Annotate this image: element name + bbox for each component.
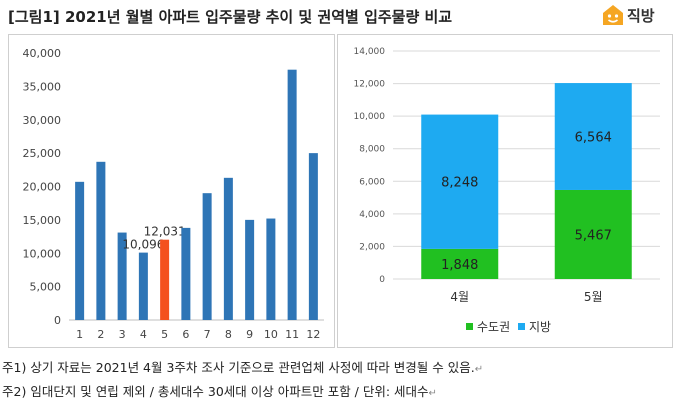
x-tick-label: 10 <box>264 328 278 341</box>
footnote-text: 임대단지 및 연립 제외 / 총세대수 30세대 이상 아파트만 포함 / 단위… <box>30 384 429 399</box>
footnote-2: 주2) 임대단지 및 연립 제외 / 총세대수 30세대 이상 아파트만 포함 … <box>2 381 483 405</box>
bar-month-4 <box>138 252 148 320</box>
bar-month-2 <box>96 161 106 320</box>
x-tick-label: 5 <box>161 328 168 341</box>
x-tick-label: 7 <box>204 328 211 341</box>
y-tick-label: 0 <box>54 314 61 327</box>
y-tick-label: 0 <box>379 275 385 285</box>
x-tick-label: 9 <box>246 328 253 341</box>
data-label: 6,564 <box>575 131 612 146</box>
legend: 수도권 지방 <box>466 320 551 334</box>
legend-label: 수도권 <box>477 320 510 334</box>
legend-swatch <box>466 323 473 330</box>
x-tick-label: 3 <box>119 328 126 341</box>
monthly-bar-chart: 0 5,000 10,000 15,000 20,000 25,000 30,000 35,0… <box>23 47 324 341</box>
y-tick-label: 6,000 <box>359 177 385 187</box>
data-label: 12,031 <box>144 225 186 239</box>
bar-segment-지방 <box>554 83 632 190</box>
house-smile-icon <box>603 5 623 25</box>
data-label: 8,248 <box>441 176 478 191</box>
legend-swatch <box>518 323 525 330</box>
data-label: 1,848 <box>441 258 478 273</box>
x-tick-label: 11 <box>285 328 299 341</box>
x-tick-label: 6 <box>182 328 189 341</box>
x-tick-label: 1 <box>76 328 83 341</box>
brand-name: 직방 <box>627 6 655 25</box>
paragraph-mark: ↵ <box>428 388 437 399</box>
y-tick-label: 30,000 <box>23 114 62 127</box>
bar-month-5 <box>160 239 170 320</box>
bar-month-3 <box>117 232 127 320</box>
legend-label: 지방 <box>529 320 551 334</box>
bar-month-11 <box>287 69 297 320</box>
y-tick-label: 4,000 <box>359 210 385 220</box>
bar-month-1 <box>75 181 85 320</box>
footnote-text: 상기 자료는 2021년 4월 3주차 조사 기준으로 관련업체 사정에 따라 … <box>30 360 475 375</box>
bar-segment-수도권 <box>421 248 499 279</box>
footnote-prefix: 주1) <box>2 360 31 375</box>
x-tick-label: 5월 <box>584 290 603 304</box>
bar-segment-지방 <box>421 114 499 249</box>
x-tick-label: 4 <box>140 328 147 341</box>
x-tick-label: 4월 <box>450 290 469 304</box>
bar-month-8 <box>223 177 233 320</box>
x-tick-label: 12 <box>306 328 320 341</box>
y-tick-label: 15,000 <box>23 214 62 227</box>
y-tick-label: 2,000 <box>359 242 385 252</box>
bar-month-6 <box>181 227 191 320</box>
footnote-prefix: 주2) <box>2 384 31 399</box>
y-tick-label: 10,000 <box>354 112 386 122</box>
y-tick-label: 10,000 <box>23 247 62 260</box>
x-tick-label: 8 <box>225 328 232 341</box>
bar-month-7 <box>202 193 212 320</box>
footnote-1: 주1) 상기 자료는 2021년 4월 3주차 조사 기준으로 관련업체 사정에… <box>2 357 483 381</box>
paragraph-mark: ↵ <box>474 364 484 375</box>
y-tick-label: 8,000 <box>359 145 385 155</box>
page-title: [그림1] 2021년 월별 아파트 입주물량 추이 및 권역별 입주물량 비교 <box>8 8 453 26</box>
brand-logo: 직방 <box>602 4 655 26</box>
region-chart-panel: 0 2,000 4,000 6,000 8,000 10,000 12,000 14,000 1… <box>337 34 673 348</box>
bar-segment-수도권 <box>554 189 632 279</box>
y-tick-label: 20,000 <box>23 181 62 194</box>
x-tick-label: 2 <box>97 328 104 341</box>
bar-month-12 <box>308 153 318 320</box>
y-tick-label: 35,000 <box>23 80 62 93</box>
footnotes: 주1) 상기 자료는 2021년 4월 3주차 조사 기준으로 관련업체 사정에… <box>2 357 483 405</box>
data-label: 5,467 <box>575 228 612 243</box>
bar-month-9 <box>245 219 255 320</box>
y-tick-label: 12,000 <box>354 80 386 90</box>
y-tick-label: 14,000 <box>354 47 386 57</box>
region-stacked-bar-chart: 0 2,000 4,000 6,000 8,000 10,000 12,000 14,000 1… <box>354 47 660 334</box>
bar-month-10 <box>266 218 276 320</box>
y-tick-label: 25,000 <box>23 147 62 160</box>
data-label: 10,096 <box>122 238 164 252</box>
y-tick-label: 40,000 <box>23 47 62 60</box>
y-tick-label: 5,000 <box>30 281 62 294</box>
monthly-chart-panel: 0 5,000 10,000 15,000 20,000 25,000 30,000 35,0… <box>8 34 335 348</box>
